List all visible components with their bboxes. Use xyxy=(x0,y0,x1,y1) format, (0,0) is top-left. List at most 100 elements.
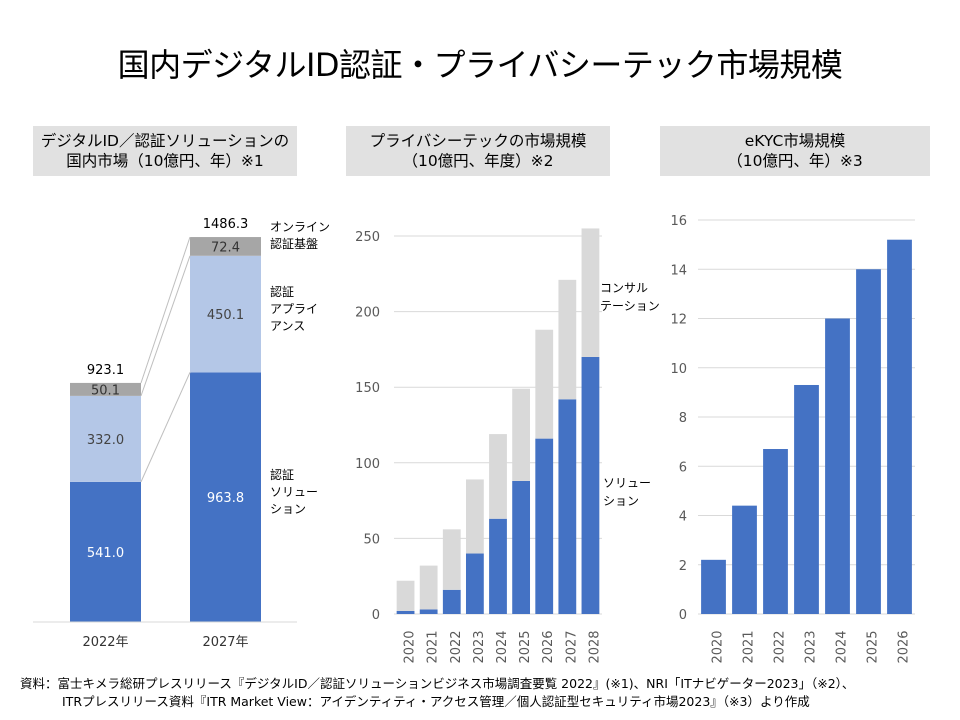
y-tick-label: 200 xyxy=(355,306,380,321)
bar xyxy=(825,318,850,614)
x-tick-label: 2026 xyxy=(541,630,556,663)
series-connector xyxy=(140,255,191,397)
bar xyxy=(763,449,788,614)
chart3-title-line1: eKYC市場規模 xyxy=(744,132,846,150)
bar-segment xyxy=(70,395,141,482)
bar-segment xyxy=(190,372,261,622)
x-tick-label: 2023 xyxy=(804,630,819,663)
x-tick-label: 2028 xyxy=(587,630,602,663)
y-tick-label: 12 xyxy=(670,313,687,328)
y-tick-label: 100 xyxy=(355,457,380,472)
bar-segment xyxy=(190,255,261,373)
bar-segment xyxy=(535,329,554,439)
chart2-header: プライバシーテックの市場規模 （10億円、年度）※2 xyxy=(346,126,610,176)
x-tick-label: 2024 xyxy=(835,630,850,663)
data-label: 50.1 xyxy=(91,383,120,398)
legend-label: ション xyxy=(603,494,639,508)
y-tick-label: 10 xyxy=(670,362,687,377)
legend-label: 認証 xyxy=(270,467,294,482)
y-tick-label: 6 xyxy=(679,460,687,475)
page-title: 国内デジタルID認証・プライバシーテック市場規模 xyxy=(117,46,843,84)
total-label: 923.1 xyxy=(87,363,124,378)
y-tick-label: 8 xyxy=(679,411,687,426)
chart1-title-line1: デジタルID／認証ソリューションの xyxy=(40,132,290,150)
bar-segment xyxy=(70,382,141,396)
bar xyxy=(701,559,726,614)
chart1-header: デジタルID／認証ソリューションの 国内市場（10億円、年）※1 xyxy=(33,126,297,176)
source-line-1: 資料：富士キメラ総研プレスリリース『デジタルID／認証ソリューションビジネス市場… xyxy=(20,676,855,691)
bar-segment xyxy=(396,610,415,614)
bar xyxy=(887,239,912,614)
bar-segment xyxy=(442,529,461,590)
legend-label: 認証 xyxy=(270,284,294,299)
series-connector xyxy=(140,236,191,384)
bar-segment xyxy=(190,237,261,256)
bar-segment xyxy=(465,479,484,554)
x-tick-label: 2022 xyxy=(773,630,788,663)
bar-segment xyxy=(558,279,577,400)
bar-segment xyxy=(512,480,531,614)
x-tick-label: 2025 xyxy=(518,630,533,663)
x-tick-label: 2023 xyxy=(472,630,487,663)
bar xyxy=(732,505,757,614)
bar-segment xyxy=(512,388,531,481)
x-tick-label: 2020 xyxy=(403,630,418,663)
data-label: 332.0 xyxy=(87,433,124,448)
legend-label: ション xyxy=(270,502,306,516)
data-label: 963.8 xyxy=(207,491,244,506)
x-tick-label: 2022年 xyxy=(82,635,128,650)
chart1-title-line2: 国内市場（10億円、年）※1 xyxy=(66,152,264,170)
legend-label: アンス xyxy=(270,319,305,333)
y-tick-label: 0 xyxy=(372,608,380,623)
y-tick-label: 4 xyxy=(679,510,687,525)
x-tick-label: 2021 xyxy=(426,630,441,663)
legend-label: ソリュー xyxy=(270,485,318,499)
bar-segment xyxy=(419,609,438,614)
chart2-title-line1: プライバシーテックの市場規模 xyxy=(369,132,587,150)
y-tick-label: 16 xyxy=(670,214,687,229)
legend-label: ソリュー xyxy=(603,476,651,490)
bar xyxy=(856,269,881,614)
chart2-title-line2: （10億円、年度）※2 xyxy=(402,152,554,170)
legend-label: テーション xyxy=(600,299,660,313)
y-tick-label: 0 xyxy=(679,608,687,623)
x-tick-label: 2022 xyxy=(449,630,464,663)
legend-label: コンサル xyxy=(600,281,648,295)
bar-segment xyxy=(70,481,141,622)
legend-label: アプライ xyxy=(270,302,318,316)
y-tick-label: 14 xyxy=(670,263,687,278)
data-label: 72.4 xyxy=(211,240,240,255)
source-note: 資料：富士キメラ総研プレスリリース『デジタルID／認証ソリューションビジネス市場… xyxy=(20,675,854,711)
bar xyxy=(794,384,819,614)
bar-segment xyxy=(558,399,577,614)
bar-segment xyxy=(442,589,461,614)
y-tick-label: 50 xyxy=(363,532,380,547)
bar-segment xyxy=(419,565,438,610)
bar-segment xyxy=(489,518,507,614)
legend-label: 認証基盤 xyxy=(270,236,318,251)
y-tick-label: 150 xyxy=(355,381,380,396)
bar-segment xyxy=(396,580,415,611)
y-tick-label: 250 xyxy=(355,230,380,245)
data-label: 450.1 xyxy=(207,308,244,323)
y-tick-label: 2 xyxy=(679,559,687,574)
x-tick-label: 2020 xyxy=(711,630,726,663)
legend-label: オンライン xyxy=(270,220,330,234)
x-tick-label: 2027 xyxy=(564,630,579,663)
data-label: 541.0 xyxy=(87,546,124,561)
chart3-header: eKYC市場規模 （10億円、年）※3 xyxy=(660,126,930,176)
bar-segment xyxy=(581,228,600,357)
total-label: 1486.3 xyxy=(203,217,249,232)
bar-segment xyxy=(489,434,507,519)
x-tick-label: 2026 xyxy=(897,630,912,663)
source-line-2: ITRプレスリリース資料『ITR Market View：アイデンティティ・アク… xyxy=(62,694,810,709)
x-tick-label: 2025 xyxy=(866,630,881,663)
chart3-title-line2: （10億円、年）※3 xyxy=(727,152,863,170)
x-tick-label: 2024 xyxy=(495,630,510,663)
bar-segment xyxy=(465,553,484,614)
x-tick-label: 2021 xyxy=(742,630,757,663)
bar-segment xyxy=(535,438,554,614)
